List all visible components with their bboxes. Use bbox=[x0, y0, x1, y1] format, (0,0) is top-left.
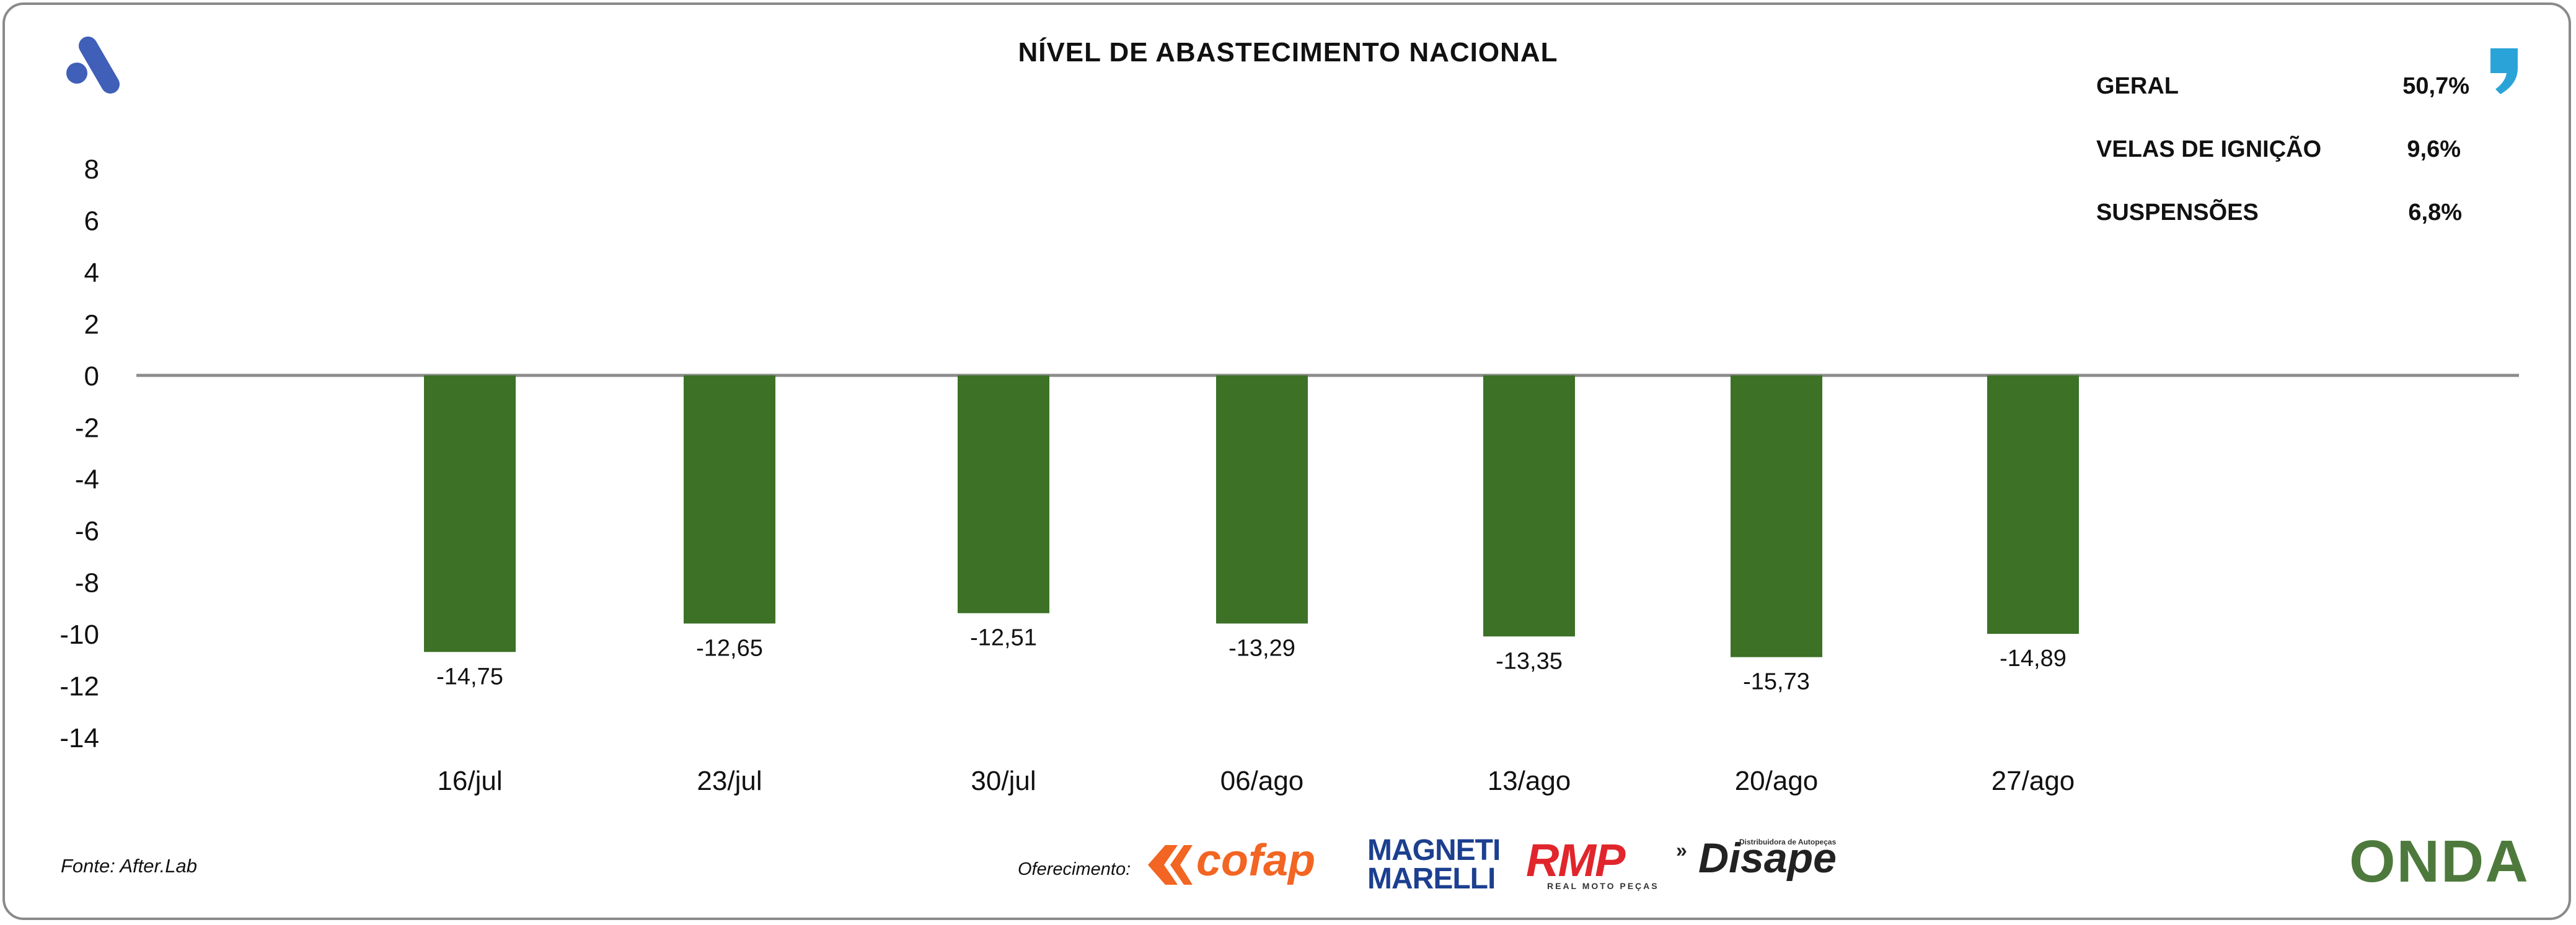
x-tick-label: 13/ago bbox=[1488, 766, 1571, 796]
sponsor-onda: ONDA bbox=[2349, 828, 2530, 895]
sponsor-cofap: cofap bbox=[1196, 836, 1316, 885]
bar bbox=[958, 375, 1049, 613]
bar bbox=[1987, 375, 2079, 634]
y-tick-label: 4 bbox=[84, 258, 99, 288]
x-tick-label: 06/ago bbox=[1220, 766, 1304, 796]
kpi-label-geral: GERAL bbox=[2096, 73, 2179, 99]
data-label: -12,51 bbox=[970, 625, 1037, 651]
data-label: -12,65 bbox=[696, 635, 763, 661]
kpi-value-geral: 50,7% bbox=[2402, 73, 2469, 99]
x-tick-label: 16/jul bbox=[437, 766, 502, 796]
data-label: -14,89 bbox=[2000, 646, 2067, 672]
rmp-tagline: REAL MOTO PEÇAS bbox=[1547, 881, 1659, 891]
y-tick-label: 2 bbox=[84, 309, 99, 340]
y-tick-label: -12 bbox=[60, 672, 99, 702]
y-tick-label: -6 bbox=[75, 516, 99, 546]
quote-icon bbox=[2490, 48, 2518, 94]
kpi-label-suspensoes: SUSPENSÕES bbox=[2096, 199, 2259, 226]
kpi-value-velas: 9,6% bbox=[2407, 136, 2461, 162]
data-label: -13,29 bbox=[1228, 635, 1295, 661]
bar bbox=[1731, 375, 1822, 657]
y-tick-label: 6 bbox=[84, 206, 99, 236]
x-tick-label: 30/jul bbox=[971, 766, 1036, 796]
bar bbox=[1483, 375, 1575, 637]
sponsor-rmp: RMP bbox=[1526, 835, 1625, 886]
brand-logo-icon bbox=[66, 37, 120, 94]
y-tick-label: -14 bbox=[60, 723, 99, 753]
sponsor-disape: Disape bbox=[1698, 835, 1837, 882]
disape-tagline: Distribuidora de Autopeças bbox=[1739, 838, 1837, 846]
disape-chevron-icon: » bbox=[1676, 839, 1687, 861]
bar bbox=[684, 375, 775, 624]
bar bbox=[1216, 375, 1308, 624]
y-tick-label: -10 bbox=[60, 620, 99, 650]
y-tick-label: 8 bbox=[84, 154, 99, 185]
x-tick-label: 20/ago bbox=[1735, 766, 1819, 796]
chart-title: NÍVEL DE ABASTECIMENTO NACIONAL bbox=[1018, 37, 1558, 68]
cofap-mark-icon bbox=[1148, 845, 1193, 885]
bar bbox=[424, 375, 516, 652]
kpi-value-suspensoes: 6,8% bbox=[2408, 199, 2462, 226]
y-tick-label: -8 bbox=[75, 568, 99, 598]
kpi-label-velas: VELAS DE IGNIÇÃO bbox=[2096, 136, 2322, 162]
data-label: -14,75 bbox=[436, 664, 503, 690]
data-label: -15,73 bbox=[1743, 669, 1810, 695]
source-note: Fonte: After.Lab bbox=[61, 855, 197, 877]
x-tick-label: 23/jul bbox=[697, 766, 762, 796]
sponsor-label: Oferecimento: bbox=[1018, 859, 1131, 879]
x-tick-label: 27/ago bbox=[1992, 766, 2075, 796]
y-tick-label: -4 bbox=[75, 465, 99, 495]
y-tick-label: -2 bbox=[75, 413, 99, 443]
y-tick-label: 0 bbox=[84, 361, 99, 392]
data-label: -13,35 bbox=[1496, 648, 1563, 674]
sponsor-magneti-marelli: MAGNETI MARELLI bbox=[1367, 834, 1501, 895]
